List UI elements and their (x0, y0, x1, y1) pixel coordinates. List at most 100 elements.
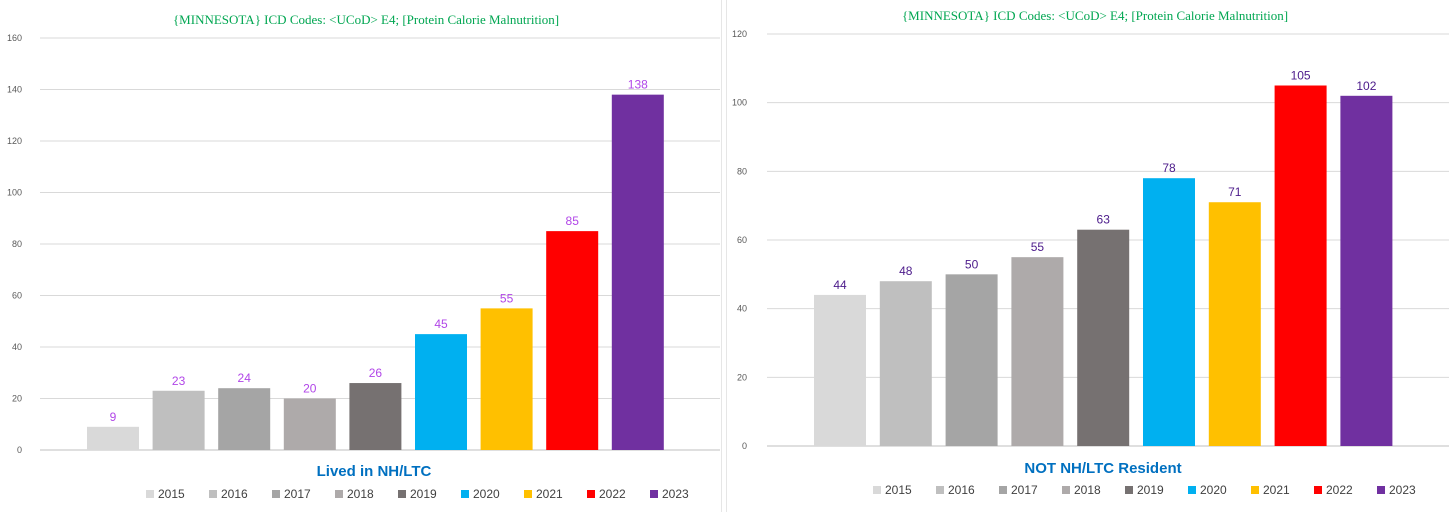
right-legend-label-2021: 2021 (1263, 483, 1290, 497)
right-legend-label-2022: 2022 (1326, 483, 1353, 497)
left-data-label-2016: 23 (172, 374, 186, 388)
left-legend-swatch-2023 (650, 490, 658, 498)
right-y-tick-label: 60 (737, 235, 747, 245)
left-legend-label-2018: 2018 (347, 487, 374, 501)
right-y-tick-label: 40 (737, 304, 747, 314)
left-legend-swatch-2017 (272, 490, 280, 498)
right-legend-swatch-2021 (1251, 486, 1259, 494)
left-legend-swatch-2015 (146, 490, 154, 498)
left-y-tick-label: 160 (7, 33, 22, 43)
left-bar-2018 (283, 398, 336, 450)
left-data-label-2019: 26 (369, 366, 383, 380)
left-legend-label-2016: 2016 (221, 487, 248, 501)
left-legend: 2015 2016 2017 2018 2019 2020 2021 2022 2023 (146, 487, 689, 501)
left-data-label-2017: 24 (238, 371, 252, 385)
left-legend-swatch-2019 (398, 490, 406, 498)
right-legend-label-2023: 2023 (1389, 483, 1416, 497)
left-data-label-2021: 55 (500, 291, 514, 305)
right-legend-swatch-2016 (936, 486, 944, 494)
left-data-label-2020: 45 (434, 317, 448, 331)
right-y-tick-label: 100 (732, 98, 747, 108)
left-legend-swatch-2021 (524, 490, 532, 498)
right-legend-swatch-2022 (1314, 486, 1322, 494)
right-bar-2023 (1340, 95, 1393, 447)
right-bar-2016 (879, 281, 932, 446)
right-legend-swatch-2023 (1377, 486, 1385, 494)
left-y-tick-label: 40 (12, 342, 22, 352)
left-legend-swatch-2018 (335, 490, 343, 498)
left-chart-subtitle: Lived in NH/LTC (317, 463, 432, 480)
right-bar-2022 (1274, 85, 1327, 446)
left-bar-2019 (349, 383, 402, 450)
right-data-label-2017: 50 (965, 257, 979, 271)
left-y-tick-label: 20 (12, 394, 22, 404)
right-legend-swatch-2018 (1062, 486, 1070, 494)
right-legend-swatch-2017 (999, 486, 1007, 494)
right-data-label-2022: 105 (1291, 69, 1311, 83)
right-legend-label-2015: 2015 (885, 483, 912, 497)
left-bar-2020 (415, 334, 467, 450)
right-y-tick-label: 0 (742, 441, 747, 451)
right-chart-subtitle: NOT NH/LTC Resident (1024, 460, 1181, 477)
right-data-label-2016: 48 (899, 264, 913, 278)
chart-left-svg: 0 20 40 60 80 100 120 140 160 {MINNESOTA} ICD Cod… (7, 12, 720, 501)
left-bar-2023 (611, 94, 664, 451)
left-data-label-2015: 9 (110, 410, 117, 424)
left-bar-2015 (87, 426, 139, 450)
right-legend-label-2016: 2016 (948, 483, 975, 497)
left-y-tick-label: 80 (12, 239, 22, 249)
left-legend-label-2020: 2020 (473, 487, 500, 501)
left-legend-swatch-2022 (587, 490, 595, 498)
left-data-label-2018: 20 (303, 382, 317, 396)
left-y-tick-label: 0 (17, 445, 22, 455)
right-legend-swatch-2019 (1125, 486, 1133, 494)
left-chart-title: {MINNESOTA} ICD Codes: <UCoD> E4; [Prote… (173, 12, 559, 27)
chart-right-svg: 0 20 40 60 80 100 120 {MINNESOTA} ICD Codes: <U… (732, 8, 1449, 497)
right-bar-2019 (1077, 229, 1130, 446)
right-legend-swatch-2015 (873, 486, 881, 494)
left-legend-label-2017: 2017 (284, 487, 311, 501)
left-legend-label-2019: 2019 (410, 487, 437, 501)
left-legend-label-2022: 2022 (599, 487, 626, 501)
right-legend-swatch-2020 (1188, 486, 1196, 494)
right-y-axis: 0 20 40 60 80 100 120 (732, 29, 747, 451)
right-y-tick-label: 80 (737, 166, 747, 176)
right-legend-label-2018: 2018 (1074, 483, 1101, 497)
left-bars: 9 23 24 20 26 45 55 85 138 (87, 78, 664, 451)
left-legend-swatch-2016 (209, 490, 217, 498)
left-legend-label-2021: 2021 (536, 487, 563, 501)
right-bars: 44 48 50 55 63 78 71 105 102 (814, 69, 1393, 447)
left-bar-2016 (152, 390, 205, 450)
left-bar-2021 (480, 308, 533, 450)
right-data-label-2023: 102 (1356, 79, 1376, 93)
left-data-label-2022: 85 (566, 214, 580, 228)
left-y-tick-label: 60 (12, 291, 22, 301)
right-y-tick-label: 120 (732, 29, 747, 39)
right-legend-label-2019: 2019 (1137, 483, 1164, 497)
left-y-axis: 0 20 40 60 80 100 120 140 160 (7, 33, 22, 455)
right-data-label-2020: 78 (1162, 161, 1176, 175)
right-y-tick-label: 20 (737, 372, 747, 382)
left-data-label-2023: 138 (628, 78, 648, 92)
left-y-tick-label: 120 (7, 136, 22, 146)
right-data-label-2021: 71 (1228, 185, 1242, 199)
chart-panel-right: 0 20 40 60 80 100 120 {MINNESOTA} ICD Codes: <U… (726, 0, 1456, 512)
left-bar-2022 (546, 231, 599, 450)
left-bar-2017 (218, 388, 271, 450)
right-bar-2020 (1143, 178, 1195, 446)
right-legend-label-2020: 2020 (1200, 483, 1227, 497)
left-legend-label-2015: 2015 (158, 487, 185, 501)
chart-panel-left: 0 20 40 60 80 100 120 140 160 {MINNESOTA} ICD Cod… (0, 0, 722, 512)
left-y-tick-label: 100 (7, 188, 22, 198)
left-legend-swatch-2020 (461, 490, 469, 498)
right-bar-2018 (1011, 257, 1064, 446)
right-chart-title: {MINNESOTA} ICD Codes: <UCoD> E4; [Prote… (902, 8, 1288, 23)
right-legend-label-2017: 2017 (1011, 483, 1038, 497)
left-y-tick-label: 140 (7, 85, 22, 95)
right-data-label-2018: 55 (1031, 240, 1045, 254)
right-data-label-2019: 63 (1097, 213, 1111, 227)
right-bar-2021 (1208, 202, 1261, 446)
right-bar-2017 (945, 274, 998, 446)
right-legend: 2015 2016 2017 2018 2019 2020 2021 2022 2023 (873, 483, 1416, 497)
right-data-label-2015: 44 (833, 278, 847, 292)
